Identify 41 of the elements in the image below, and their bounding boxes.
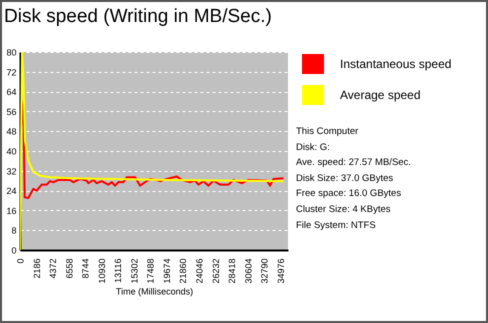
text: Ave. speed: 27.57 MB/Sec. <box>296 156 411 170</box>
x-tick-label: 0 <box>16 258 26 264</box>
text: File System: NTFS <box>296 218 377 233</box>
x-tick-label: 13116 <box>113 258 124 283</box>
x-tick-label: 17488 <box>146 258 156 284</box>
y-tick-label: 56 <box>6 106 16 117</box>
chart-title: Disk speed (Writing in MB/Sec.) <box>4 6 272 28</box>
y-tick-label: 40 <box>6 146 16 156</box>
line-series <box>20 100 284 200</box>
y-tick-label: 24 <box>6 186 16 196</box>
x-tick-label: 26232 <box>210 258 221 284</box>
y-tick-label: 8 <box>11 226 16 236</box>
legend-label: Instantaneous speed <box>340 57 452 71</box>
legend-label: Average speed <box>340 88 421 102</box>
x-tick-label: 8744 <box>80 258 91 279</box>
text: Free space: 16.0 GBytes <box>296 187 402 202</box>
x-tick-label: 6558 <box>64 258 74 279</box>
x-tick-label: 30604 <box>243 258 254 284</box>
x-tick-label: 10930 <box>96 258 107 284</box>
x-tick-label: 2186 <box>32 258 42 279</box>
y-tick-label: 80 <box>6 48 16 58</box>
text: Disk: G: <box>296 140 331 155</box>
text: Disk Size: 37.0 GBytes <box>296 172 394 186</box>
text: Cluster Size: 4 KBytes <box>296 202 392 217</box>
x-tick-label: 19674 <box>162 258 172 284</box>
x-tick-label: 15302 <box>129 258 140 284</box>
x-axis-title: Time (Milliseconds) <box>116 286 194 297</box>
y-tick-label: 32 <box>6 166 16 176</box>
y-tick-label: 0 <box>11 246 16 256</box>
y-tick-label: 72 <box>6 67 16 78</box>
x-tick-label: 21860 <box>178 258 188 284</box>
x-tick-label: 4372 <box>48 258 58 279</box>
x-tick-label: 34976 <box>276 258 286 284</box>
y-tick-label: 16 <box>6 206 16 216</box>
x-tick-label: 28418 <box>227 258 238 284</box>
text: This Computer <box>296 125 360 139</box>
x-tick-label: 24046 <box>194 258 205 284</box>
x-tick-label: 32790 <box>260 258 270 284</box>
y-tick-label: 64 <box>6 87 16 98</box>
y-tick-label: 48 <box>6 126 16 137</box>
line-series <box>20 52 284 250</box>
